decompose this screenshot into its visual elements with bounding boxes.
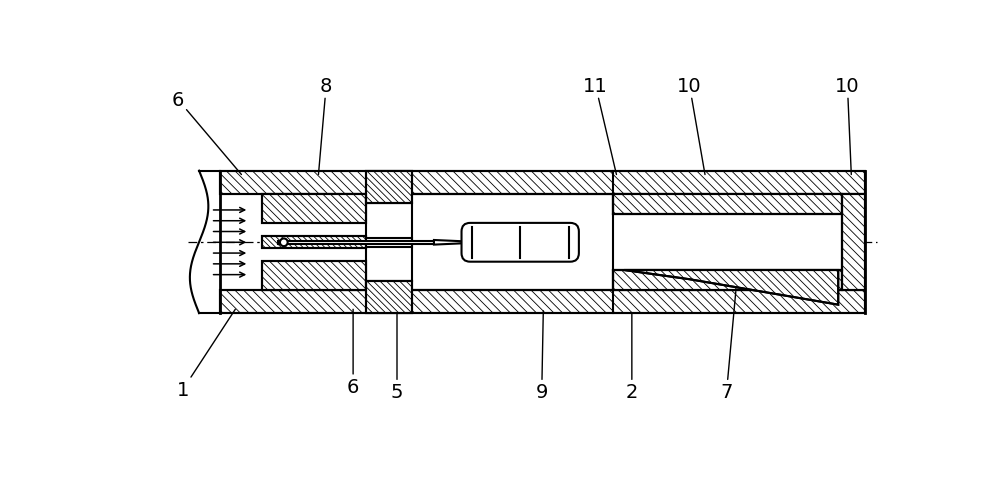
Text: 1: 1 bbox=[177, 310, 235, 399]
Text: 5: 5 bbox=[391, 313, 403, 401]
Polygon shape bbox=[842, 194, 865, 290]
Polygon shape bbox=[220, 171, 865, 194]
Text: 2: 2 bbox=[626, 313, 638, 401]
Text: 10: 10 bbox=[835, 77, 860, 175]
Polygon shape bbox=[366, 171, 412, 204]
Polygon shape bbox=[613, 270, 842, 290]
Polygon shape bbox=[613, 194, 842, 215]
Bar bbox=[613, 215, 842, 270]
Bar bbox=[278, 241, 436, 244]
Text: 6: 6 bbox=[347, 310, 359, 396]
Polygon shape bbox=[366, 281, 412, 313]
Text: 11: 11 bbox=[583, 77, 616, 175]
Bar bbox=[262, 249, 305, 261]
Text: 7: 7 bbox=[720, 292, 736, 401]
Polygon shape bbox=[262, 194, 366, 224]
Bar bbox=[412, 194, 613, 290]
Polygon shape bbox=[262, 261, 366, 290]
FancyBboxPatch shape bbox=[462, 223, 579, 262]
Text: 10: 10 bbox=[677, 77, 705, 175]
Circle shape bbox=[280, 239, 288, 247]
Text: 6: 6 bbox=[171, 90, 241, 175]
Bar bbox=[366, 238, 412, 247]
Polygon shape bbox=[434, 240, 486, 245]
Text: 9: 9 bbox=[536, 311, 548, 401]
Bar bbox=[366, 204, 412, 281]
Polygon shape bbox=[624, 270, 838, 305]
Polygon shape bbox=[220, 290, 865, 313]
Polygon shape bbox=[262, 237, 366, 249]
Bar bbox=[262, 224, 305, 237]
Text: 8: 8 bbox=[318, 77, 332, 175]
